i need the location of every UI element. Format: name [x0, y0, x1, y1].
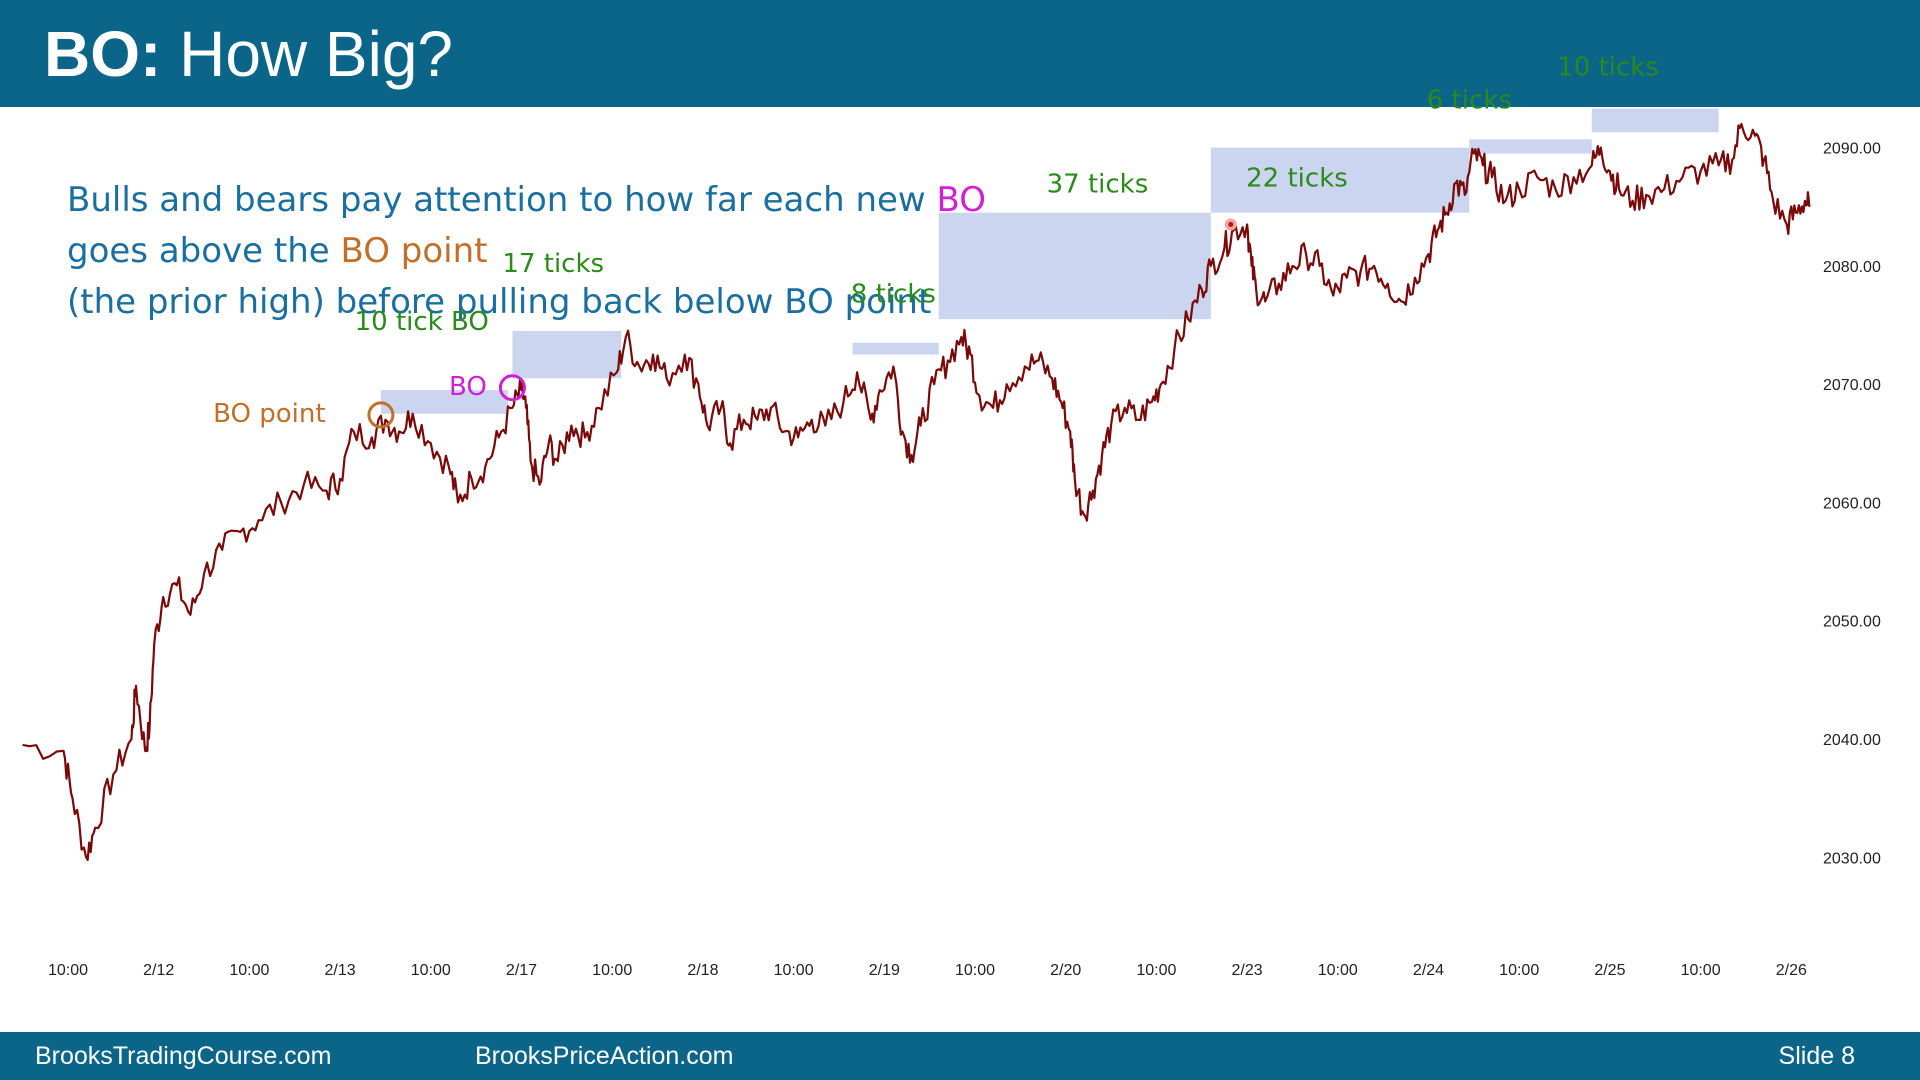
bo-point-circle [367, 401, 395, 429]
intro-line-2: goes above the BO point [67, 226, 986, 277]
intro-line-2-text: goes above the [67, 231, 341, 271]
breakout-box [1210, 147, 1470, 213]
y-tick-label: 2070.00 [1823, 377, 1881, 394]
intro-bo-point-highlight: BO point [340, 231, 488, 271]
x-tick-label: 2/20 [1050, 962, 1081, 979]
breakout-box [1469, 139, 1592, 154]
breakout-box [380, 390, 508, 414]
tick-count-label: 37 ticks [1047, 170, 1149, 200]
x-tick-label: 10:00 [592, 962, 632, 979]
title-bar: BO: How Big? [0, 0, 1920, 107]
x-tick-label: 10:00 [229, 962, 269, 979]
price-line [22, 122, 1811, 861]
breakout-box [852, 342, 939, 355]
footer-site-1[interactable]: BrooksTradingCourse.com [35, 1042, 332, 1070]
breakout-box [512, 330, 622, 379]
intro-text: Bulls and bears pay attention to how far… [67, 175, 986, 328]
y-tick-label: 2080.00 [1823, 259, 1881, 276]
x-tick-label: 10:00 [1136, 962, 1176, 979]
y-tick-label: 2040.00 [1823, 732, 1881, 749]
footer-site-2[interactable]: BrooksPriceAction.com [475, 1042, 734, 1070]
tick-count-label: 17 ticks [502, 249, 604, 279]
y-tick-label: 2090.00 [1823, 141, 1881, 158]
tick-count-label: 10 ticks [1557, 52, 1659, 82]
footer-bar: BrooksTradingCourse.com BrooksPriceActio… [0, 1032, 1920, 1080]
tick-count-label: 10 tick BO [355, 307, 489, 337]
x-tick-label: 2/19 [869, 962, 900, 979]
x-tick-label: 10:00 [1681, 962, 1721, 979]
x-tick-label: 2/12 [143, 962, 174, 979]
breakout-box [938, 212, 1211, 320]
x-tick-label: 10:00 [48, 962, 88, 979]
title-rest: How Big? [161, 18, 453, 90]
x-tick-label: 2/23 [1232, 962, 1263, 979]
x-tick-label: 10:00 [774, 962, 814, 979]
y-tick-label: 2060.00 [1823, 495, 1881, 512]
slide-title: BO: How Big? [44, 14, 453, 94]
tick-count-label: 6 ticks [1427, 86, 1512, 116]
x-tick-label: 2/17 [506, 962, 537, 979]
slide-number: Slide 8 [1778, 1042, 1855, 1070]
x-tick-label: 2/26 [1776, 962, 1807, 979]
highlight-dot-center [1228, 222, 1234, 228]
bo-label: BO [449, 372, 487, 402]
tick-count-label: 8 ticks [851, 280, 936, 310]
x-tick-label: 2/24 [1413, 962, 1444, 979]
title-bold: BO: [44, 18, 162, 90]
breakout-box [1591, 108, 1719, 133]
x-tick-label: 2/25 [1594, 962, 1625, 979]
x-tick-label: 10:00 [411, 962, 451, 979]
tick-count-label: 22 ticks [1246, 164, 1348, 194]
intro-line-1-text: Bulls and bears pay attention to how far… [67, 180, 937, 220]
bo-circle [498, 374, 526, 402]
bo-point-label: BO point [213, 399, 325, 429]
intro-line-3: (the prior high) before pulling back bel… [67, 282, 932, 322]
x-tick-label: 10:00 [1318, 962, 1358, 979]
x-tick-label: 2/13 [325, 962, 356, 979]
y-tick-label: 2050.00 [1823, 614, 1881, 631]
x-tick-label: 10:00 [1499, 962, 1539, 979]
y-tick-label: 2030.00 [1823, 850, 1881, 867]
x-tick-label: 10:00 [955, 962, 995, 979]
x-tick-label: 2/18 [687, 962, 718, 979]
